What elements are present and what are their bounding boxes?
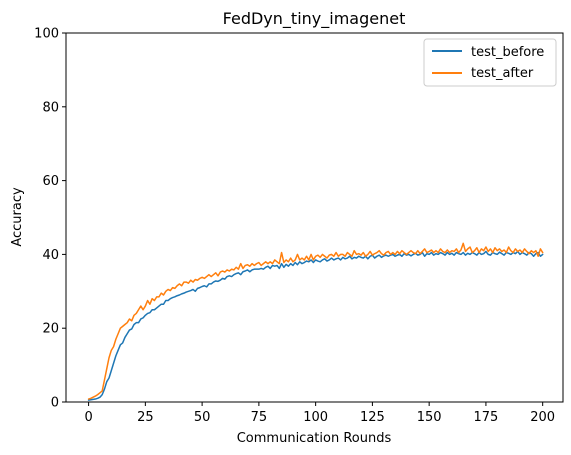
x-tick-label: 100 <box>303 410 328 425</box>
x-tick-label: 0 <box>84 410 92 425</box>
x-tick-label: 25 <box>137 410 154 425</box>
x-axis: 0 25 50 75 100 125 150 175 200 <box>84 402 555 425</box>
legend-label-test-after: test_after <box>471 66 534 81</box>
x-tick-label: 50 <box>194 410 211 425</box>
x-tick-label: 75 <box>251 410 268 425</box>
x-tick-label: 125 <box>360 410 385 425</box>
x-tick-label: 200 <box>530 410 555 425</box>
x-tick-label: 175 <box>474 410 499 425</box>
series-line-test-before <box>87 250 544 401</box>
y-tick-label: 100 <box>34 27 59 42</box>
series-layer <box>87 242 544 401</box>
y-axis: 0 20 40 60 80 100 <box>34 27 66 411</box>
y-tick-label: 80 <box>42 100 59 115</box>
x-tick-label: 150 <box>417 410 442 425</box>
legend: test_before test_after <box>423 38 557 87</box>
y-tick-label: 40 <box>42 248 59 263</box>
series-line-test-after <box>87 242 544 400</box>
plot-frame <box>65 32 564 403</box>
x-axis-label: Communication Rounds <box>237 431 392 446</box>
chart-title: FedDyn_tiny_imagenet <box>223 9 406 29</box>
y-tick-label: 60 <box>42 174 59 189</box>
y-tick-label: 20 <box>42 322 59 337</box>
plot-area-background <box>66 33 563 402</box>
y-axis-label: Accuracy <box>10 187 25 247</box>
legend-label-test-before: test_before <box>471 45 544 60</box>
y-tick-label: 0 <box>51 396 59 411</box>
